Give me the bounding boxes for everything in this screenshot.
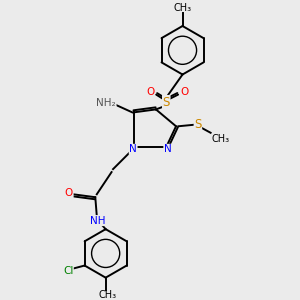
- Text: O: O: [65, 188, 73, 198]
- Text: O: O: [146, 87, 154, 97]
- Text: N: N: [164, 144, 172, 154]
- Text: NH: NH: [90, 216, 106, 226]
- Text: NH₂: NH₂: [96, 98, 116, 109]
- Text: CH₃: CH₃: [211, 134, 229, 144]
- Text: CH₃: CH₃: [173, 3, 192, 13]
- Text: O: O: [180, 87, 188, 97]
- Text: S: S: [163, 95, 170, 109]
- Text: CH₃: CH₃: [98, 290, 116, 300]
- Text: N: N: [129, 144, 137, 154]
- Text: Cl: Cl: [63, 266, 73, 276]
- Text: S: S: [194, 118, 202, 131]
